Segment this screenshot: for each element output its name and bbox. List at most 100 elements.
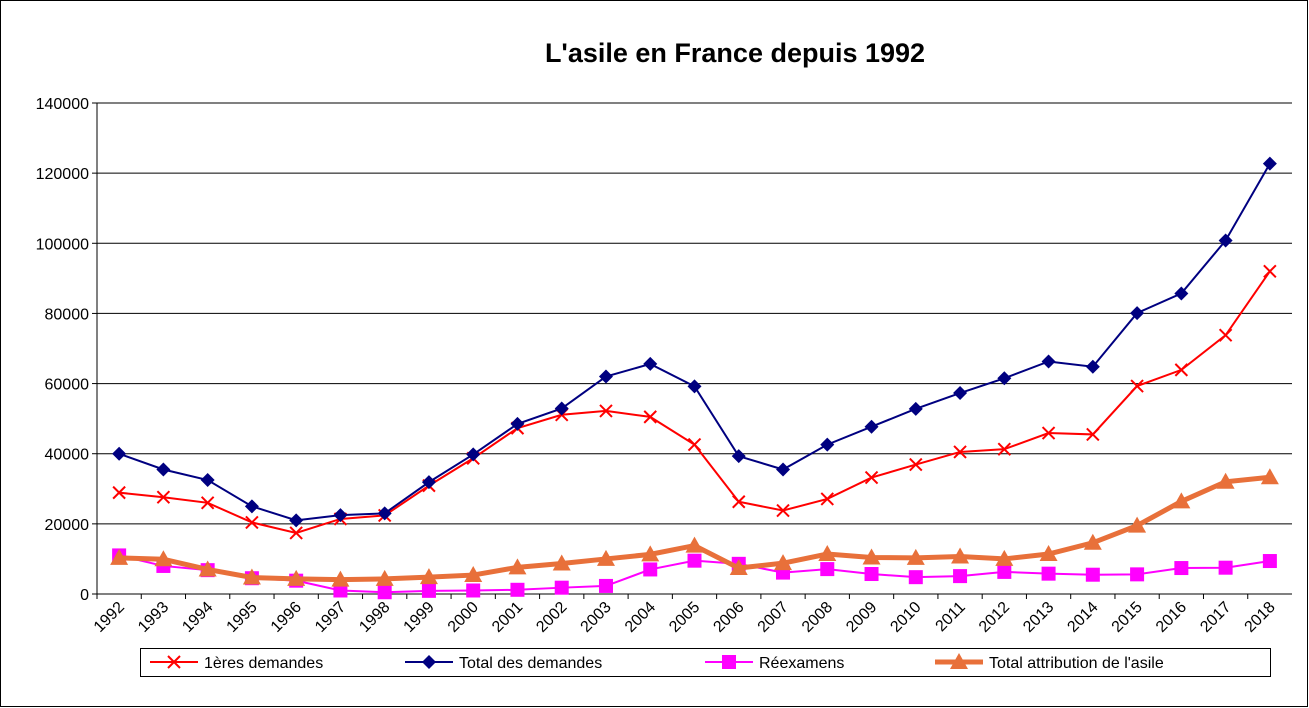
point-marker (464, 566, 483, 583)
chart-title: L'asile en France depuis 1992 (545, 38, 925, 68)
point-marker (687, 379, 702, 394)
point-marker (333, 583, 348, 598)
point-marker (466, 447, 481, 462)
point-marker (421, 583, 436, 598)
point-marker (1262, 554, 1277, 569)
y-tick-label: 120000 (36, 166, 89, 183)
y-tick-label: 0 (80, 587, 89, 604)
legend-label: Total attribution de l'asile (989, 655, 1164, 672)
point-marker (953, 569, 968, 584)
point-marker (820, 437, 835, 452)
point-marker (156, 490, 171, 504)
point-marker (598, 578, 613, 593)
point-marker (641, 545, 660, 562)
legend-marker (422, 655, 436, 669)
point-marker (997, 564, 1012, 579)
y-tick-label: 140000 (36, 96, 89, 113)
point-marker (732, 495, 746, 509)
point-marker (1130, 379, 1144, 393)
point-marker (1174, 363, 1189, 377)
point-marker (729, 559, 748, 576)
point-marker (862, 548, 881, 565)
point-marker (554, 580, 569, 595)
point-marker (643, 356, 658, 371)
point-marker (508, 558, 527, 575)
point-marker (953, 386, 968, 401)
point-marker (112, 446, 127, 461)
point-marker (1174, 286, 1189, 301)
point-marker (377, 506, 392, 521)
point-marker (1218, 328, 1233, 342)
point-marker (1041, 426, 1056, 440)
point-marker (1218, 233, 1233, 248)
point-marker (200, 496, 215, 510)
point-marker (864, 419, 879, 434)
point-marker (244, 499, 259, 514)
y-tick-label: 40000 (45, 447, 90, 464)
point-marker (906, 548, 925, 565)
point-marker (951, 547, 970, 564)
point-marker (1128, 516, 1147, 533)
point-marker (995, 549, 1014, 566)
point-marker (1174, 561, 1189, 576)
point-marker (156, 462, 171, 477)
legend-marker (167, 655, 181, 669)
legend-label: Réexamens (759, 655, 844, 672)
point-marker (643, 562, 658, 577)
point-marker (1263, 264, 1277, 279)
point-marker (1218, 560, 1233, 575)
point-marker (154, 550, 173, 567)
point-marker (1085, 567, 1100, 582)
point-marker (776, 462, 791, 477)
point-marker (776, 503, 790, 518)
point-marker (820, 562, 835, 577)
point-marker (289, 513, 304, 528)
point-marker (818, 545, 837, 562)
point-marker (643, 410, 657, 424)
point-marker (909, 457, 923, 472)
point-marker (331, 570, 350, 587)
point-marker (466, 583, 481, 598)
point-marker (774, 554, 793, 571)
point-marker (596, 549, 615, 566)
point-marker (731, 449, 746, 464)
point-marker (377, 585, 392, 600)
point-marker (242, 568, 261, 585)
point-marker (1262, 156, 1277, 171)
point-marker (245, 515, 259, 530)
point-marker (1085, 359, 1100, 374)
point-marker (908, 570, 923, 585)
point-marker (598, 369, 613, 384)
y-tick-label: 60000 (45, 377, 90, 394)
point-marker (1260, 468, 1279, 485)
point-marker (110, 548, 129, 565)
point-marker (997, 442, 1012, 456)
point-marker (908, 401, 923, 416)
point-marker (864, 470, 879, 485)
point-marker (510, 582, 525, 597)
point-marker (287, 569, 306, 586)
point-marker (953, 445, 967, 459)
y-tick-label: 20000 (45, 517, 90, 534)
point-marker (1130, 567, 1145, 582)
legend-label: Total des demandes (459, 655, 602, 672)
point-marker (375, 569, 394, 586)
point-marker (333, 508, 348, 523)
point-marker (554, 401, 569, 416)
y-tick-label: 80000 (45, 306, 90, 323)
point-marker (419, 568, 438, 585)
point-marker (510, 416, 525, 431)
point-marker (552, 554, 571, 571)
point-marker (820, 492, 834, 506)
point-marker (1172, 492, 1191, 509)
point-marker (687, 437, 702, 452)
point-marker (289, 526, 303, 540)
legend-marker (722, 655, 736, 669)
point-marker (200, 473, 215, 488)
point-marker (997, 371, 1012, 386)
point-marker (198, 560, 217, 577)
point-marker (1039, 545, 1058, 562)
point-marker (421, 475, 436, 490)
